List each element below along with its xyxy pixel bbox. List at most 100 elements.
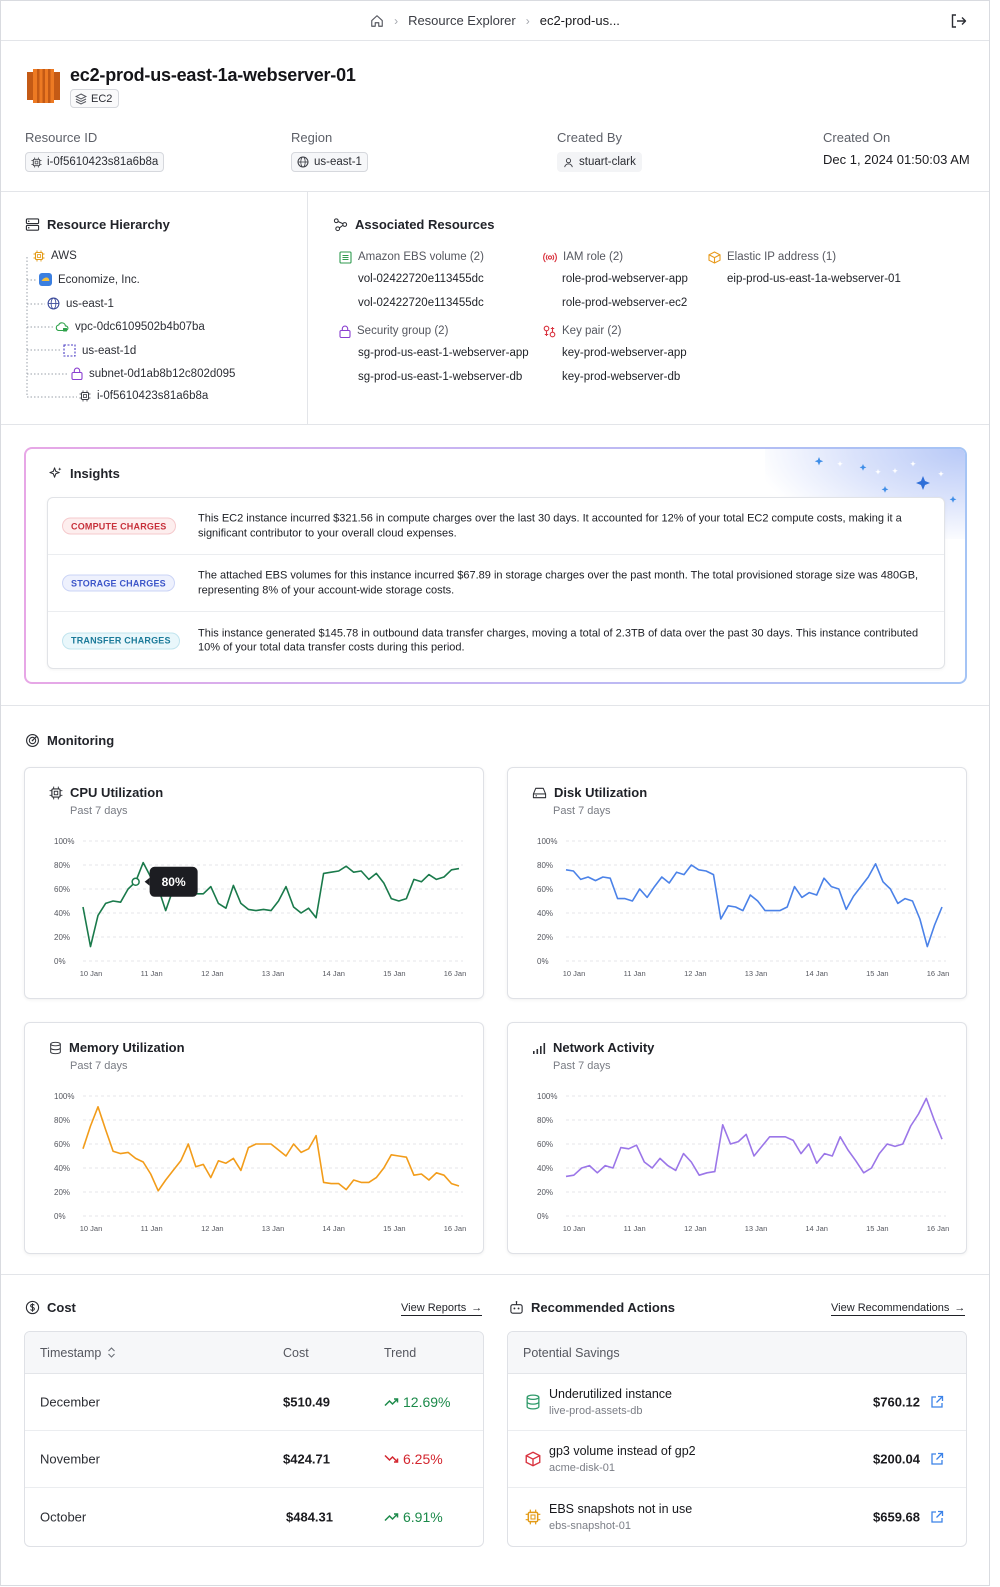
memory-utilization-chart[interactable]: 0% 20% 40% 60% 80% 100% 10 Jan 11 Jan 12 Jan 13 J… xyxy=(25,1023,485,1255)
assoc-group-iam: IAM role (2) role-prod-webserver-app rol… xyxy=(543,250,688,320)
insight-row: STORAGE CHARGES The attached EBS volumes… xyxy=(48,555,944,612)
resource-id-chip[interactable]: i-0f5610423s81a6b8a xyxy=(25,152,165,172)
assoc-group-label: Elastic IP address (1) xyxy=(727,251,837,263)
recommended-table-header: Potential Savings xyxy=(508,1332,966,1374)
hover-point[interactable] xyxy=(131,877,140,887)
assoc-resource-link[interactable]: vol-02422720e113455dc xyxy=(358,296,484,309)
assoc-group-label: IAM role (2) xyxy=(563,251,624,263)
recommendation-info: gp3 volume instead of gp2 acme-disk-01 xyxy=(549,1444,696,1474)
trend-value: 6.25% xyxy=(403,1451,443,1467)
timestamp-column-header[interactable]: Timestamp xyxy=(40,1346,116,1360)
cube-icon xyxy=(525,1451,541,1467)
chip-icon xyxy=(79,390,91,402)
hierarchy-item-aws[interactable]: AWS xyxy=(33,250,77,262)
cost-table-row: October $484.31 6.91% xyxy=(25,1488,483,1545)
recommendation-row[interactable]: EBS snapshots not in use ebs-snapshot-01… xyxy=(508,1488,966,1545)
external-link-icon[interactable] xyxy=(930,1395,944,1409)
hierarchy-item-vpc[interactable]: vpc-0dc6109502b4b07ba xyxy=(55,320,205,333)
meta-label: Created By xyxy=(557,130,623,145)
monitoring-title-text: Monitoring xyxy=(47,733,115,748)
breadcrumb-parent[interactable]: Resource Explorer xyxy=(408,13,516,28)
hierarchy-item-instance[interactable]: i-0f5610423s81a6b8a xyxy=(79,390,208,402)
hierarchy-item-az[interactable]: us-east-1d xyxy=(63,344,136,357)
disk-utilization-chart[interactable]: 0% 20% 40% 60% 80% 100% 10 Jan 11 Jan 12 Jan 13 J… xyxy=(508,768,968,1000)
meta-created-on: Created On Dec 1, 2024 01:50:03 AM xyxy=(823,130,970,167)
x-tick-label: 16 Jan xyxy=(927,969,950,978)
y-tick-label: 0% xyxy=(537,1212,549,1221)
hierarchy-label: i-0f5610423s81a6b8a xyxy=(97,390,209,402)
assoc-resource-link[interactable]: sg-prod-us-east-1-webserver-db xyxy=(358,370,523,383)
chip-icon xyxy=(33,250,45,262)
y-tick-label: 100% xyxy=(537,837,557,846)
hierarchy-tree-lines xyxy=(26,257,77,398)
meta-label: Created On xyxy=(823,130,891,145)
y-tick-label: 100% xyxy=(54,837,74,846)
external-link-icon[interactable] xyxy=(930,1510,944,1524)
y-tick-label: 20% xyxy=(54,933,70,942)
chart-title-text: Memory Utilization xyxy=(69,1040,185,1055)
x-tick-label: 12 Jan xyxy=(201,969,224,978)
x-tick-label: 13 Jan xyxy=(262,1224,285,1233)
assoc-group-header: Amazon EBS volume (2) xyxy=(339,250,484,264)
chart-title-text: Network Activity xyxy=(553,1040,655,1055)
y-tick-label: 0% xyxy=(537,957,549,966)
y-tick-label: 100% xyxy=(54,1092,74,1101)
hierarchy-associated-section: Resource Hierarchy AWS Economize, Inc. u… xyxy=(1,192,989,425)
network-activity-chart[interactable]: 0% 20% 40% 60% 80% 100% 10 Jan 11 Jan 12 Jan 13 J… xyxy=(508,1023,968,1255)
assoc-group-label: Amazon EBS volume (2) xyxy=(358,251,484,263)
recommendation-row[interactable]: gp3 volume instead of gp2 acme-disk-01 $… xyxy=(508,1431,966,1488)
breadcrumb-current: ec2-prod-us... xyxy=(539,13,620,28)
sort-icon[interactable] xyxy=(107,1347,116,1358)
trending-down-icon xyxy=(384,1454,399,1463)
cpu-utilization-chart[interactable]: 0% 20% 40% 60% 80% 100% 10 Jan 11 Jan 12 Jan 13 J… xyxy=(25,768,485,1000)
region-chip[interactable]: us-east-1 xyxy=(291,152,368,172)
resource-name: ec2-prod-us-east-1a-webserver-01 xyxy=(70,65,356,85)
recommendation-name: Underutilized instance xyxy=(549,1387,672,1401)
tooltip-arrow xyxy=(144,877,150,886)
assoc-group-header: Elastic IP address (1) xyxy=(708,250,901,264)
potential-savings-header: Potential Savings xyxy=(523,1345,620,1360)
trending-up-icon xyxy=(384,1398,399,1407)
hierarchy-item-region[interactable]: us-east-1 xyxy=(47,297,114,310)
assoc-group-sg: Security group (2) sg-prod-us-east-1-web… xyxy=(339,324,529,394)
recommendation-row[interactable]: Underutilized instance live-prod-assets-… xyxy=(508,1374,966,1431)
created-by-chip[interactable]: stuart-clark xyxy=(557,152,642,172)
security-group-icon xyxy=(339,325,351,338)
savings-value: $659.68 xyxy=(873,1509,920,1524)
y-tick-label: 20% xyxy=(537,933,553,942)
y-tick-label: 100% xyxy=(537,1092,557,1101)
chart-title: CPU Utilization xyxy=(49,785,163,800)
insights-card: Insights COMPUTE CHARGES This EC2 instan… xyxy=(24,447,967,684)
view-reports-link[interactable]: View Reports → xyxy=(401,1302,483,1316)
external-link-icon[interactable] xyxy=(930,1452,944,1466)
assoc-resource-link[interactable]: key-prod-webserver-db xyxy=(562,370,681,383)
x-tick-label: 16 Jan xyxy=(927,1224,950,1233)
recommendation-info: Underutilized instance live-prod-assets-… xyxy=(549,1387,672,1417)
insight-text: This instance generated $145.78 in outbo… xyxy=(198,627,919,654)
assoc-resource-link[interactable]: role-prod-webserver-ec2 xyxy=(562,296,688,309)
y-tick-label: 80% xyxy=(54,1116,70,1125)
cost-title-text: Cost xyxy=(47,1300,76,1315)
assoc-resource-link[interactable]: sg-prod-us-east-1-webserver-app xyxy=(358,347,529,359)
hierarchy-item-subnet[interactable]: subnet-0d1ab8b12c802d095 xyxy=(71,367,235,380)
view-recommendations-link[interactable]: View Recommendations → xyxy=(831,1302,966,1316)
cost-title: Cost xyxy=(25,1300,76,1315)
hard-drive-icon xyxy=(532,787,547,798)
region-value: us-east-1 xyxy=(314,156,362,168)
chart-title: Network Activity xyxy=(532,1040,654,1055)
x-tick-label: 11 Jan xyxy=(141,969,163,978)
insights-table: COMPUTE CHARGES This EC2 instance incurr… xyxy=(47,497,945,669)
hierarchy-item-org[interactable]: Economize, Inc. xyxy=(39,273,140,286)
insights-title: Insights xyxy=(48,466,120,481)
assoc-resource-link[interactable]: vol-02422720e113455dc xyxy=(358,273,484,285)
trend-value: 12.69% xyxy=(403,1394,451,1410)
assoc-resource-link[interactable]: role-prod-webserver-app xyxy=(562,273,688,285)
radar-icon xyxy=(26,734,39,747)
availability-zone-icon xyxy=(63,344,76,357)
arrow-right-icon: → xyxy=(471,1302,483,1314)
logout-icon[interactable] xyxy=(949,12,967,30)
assoc-resource-link[interactable]: eip-prod-us-east-1a-webserver-01 xyxy=(727,273,901,285)
home-icon[interactable] xyxy=(370,14,384,28)
y-tick-label: 60% xyxy=(54,885,70,894)
assoc-resource-link[interactable]: key-prod-webserver-app xyxy=(562,347,687,359)
